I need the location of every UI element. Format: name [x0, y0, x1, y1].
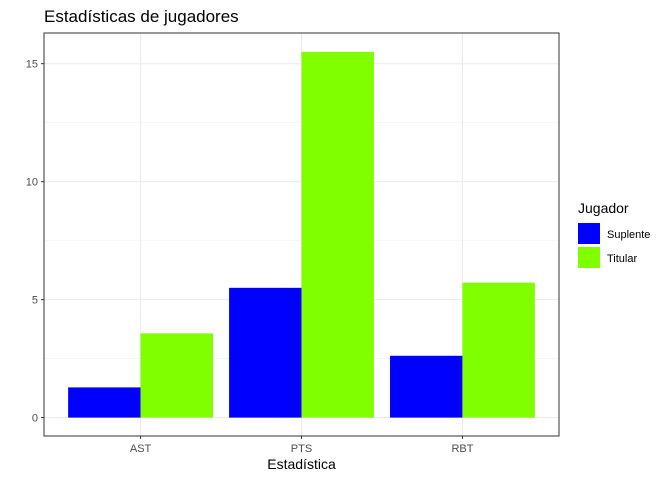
bar-titular-ast — [140, 333, 213, 418]
chart-title: Estadísticas de jugadores — [44, 7, 239, 26]
x-axis-title: Estadística — [267, 456, 336, 472]
bar-titular-pts — [301, 51, 374, 418]
legend: Jugador Suplente Titular — [578, 200, 650, 268]
bar-suplente-pts — [229, 287, 302, 418]
bar-suplente-rbt — [390, 355, 463, 418]
y-tick-label: 10 — [26, 177, 38, 189]
bars — [68, 51, 535, 418]
y-tick-label: 0 — [32, 413, 38, 425]
x-tick-label: PTS — [291, 443, 312, 455]
bar-suplente-ast — [68, 387, 141, 418]
legend-label-titular: Titular — [607, 253, 637, 265]
y-tick-label: 15 — [26, 59, 38, 71]
legend-key-suplente — [578, 223, 600, 244]
axes: 0 5 10 15 AST PTS RBT — [26, 59, 474, 455]
bar-titular-rbt — [462, 282, 535, 418]
legend-label-suplente: Suplente — [607, 229, 650, 241]
x-tick-label: RBT — [451, 443, 473, 455]
x-tick-label: AST — [130, 443, 152, 455]
legend-title: Jugador — [578, 200, 629, 216]
legend-key-titular — [578, 247, 600, 268]
y-tick-label: 5 — [32, 295, 38, 307]
